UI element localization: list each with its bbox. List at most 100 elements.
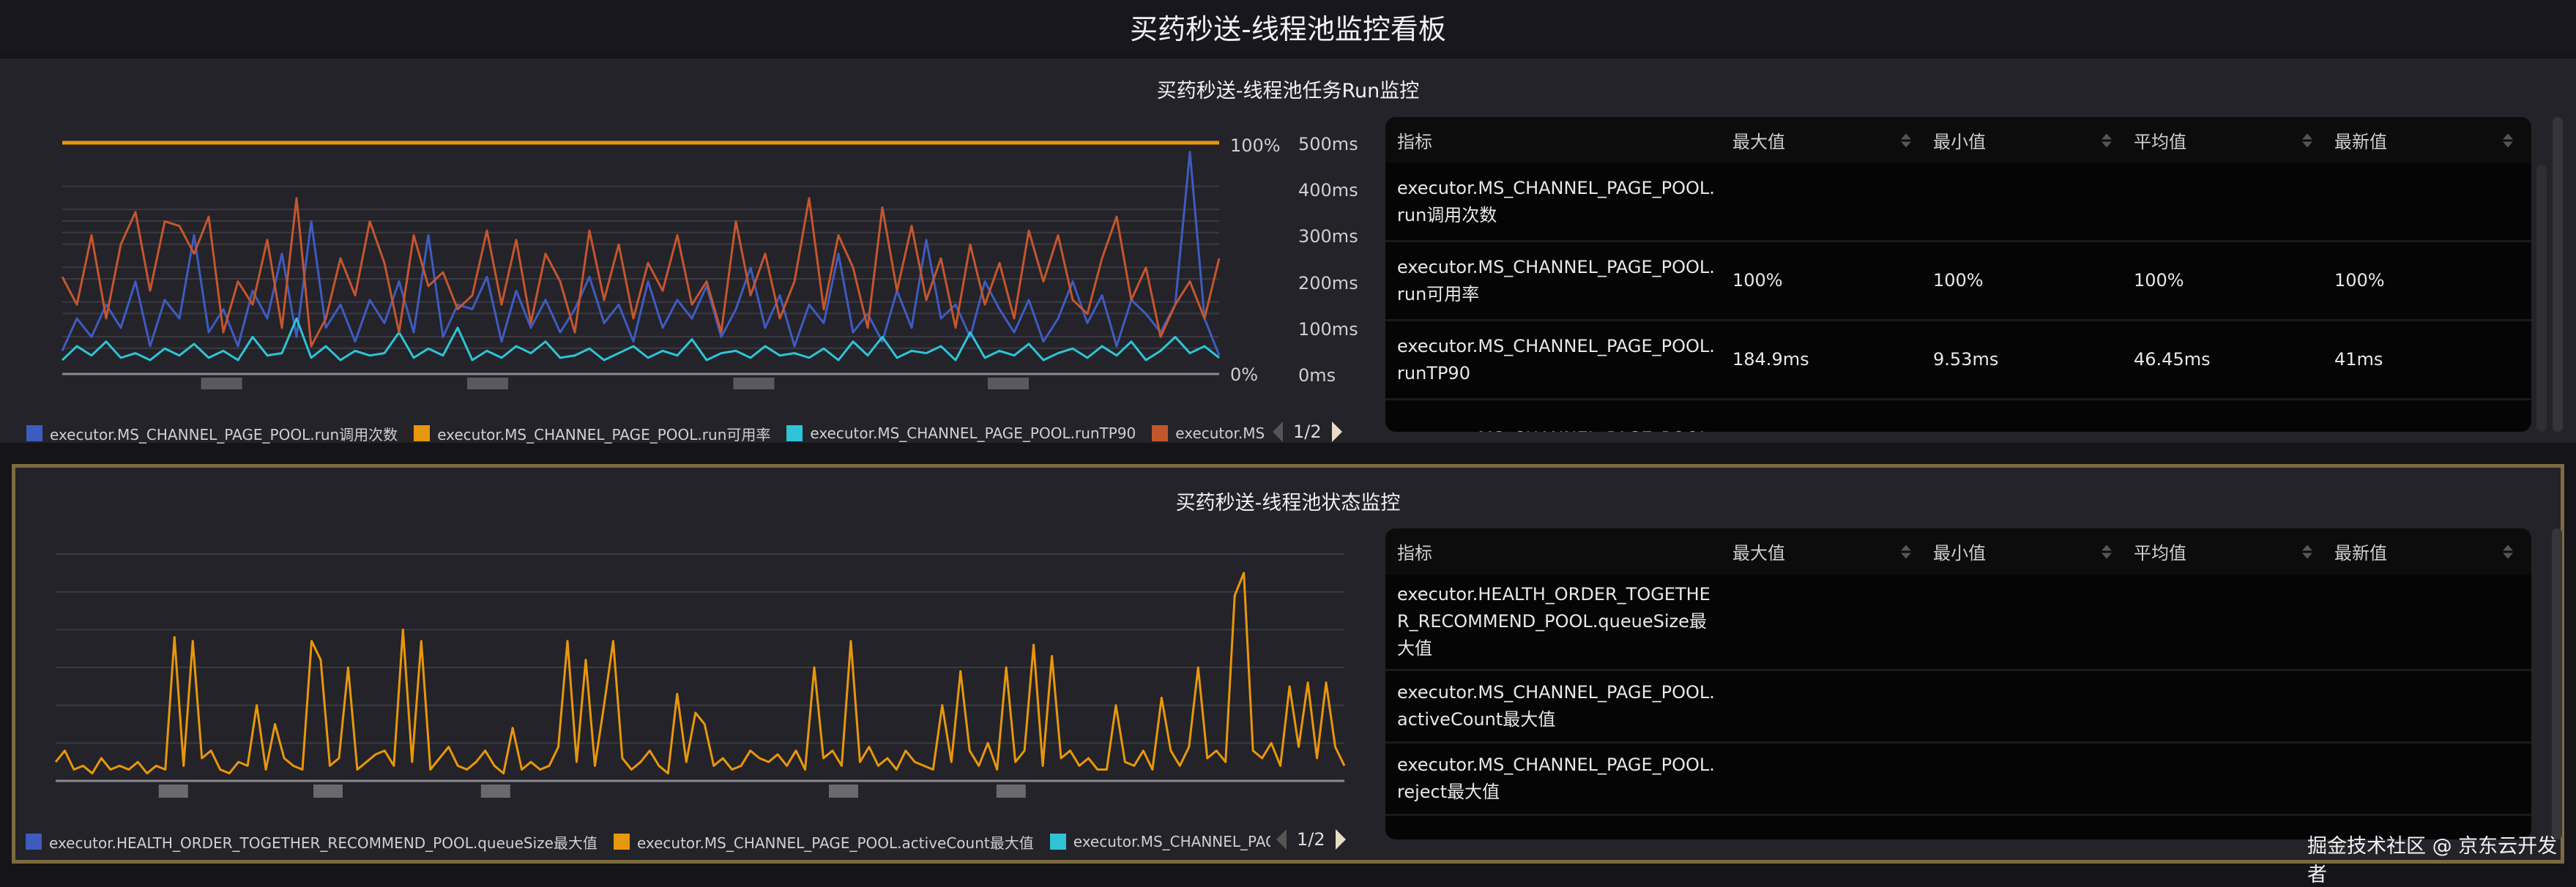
- cell-metric: executor.MS_CHANNEL_PAGE_POOL: [1385, 425, 1721, 432]
- legend-label: executor.MS_CHANNEL_PAGE_POOL.run调用次数: [50, 425, 398, 443]
- cell-value: 184.9ms: [1732, 349, 1809, 370]
- table-row: executor.MS_CHANNEL_PAGE_POOL.reject最大值: [1385, 744, 2531, 816]
- sort-icon[interactable]: [1901, 133, 1911, 147]
- header-bar: 买药秒送-线程池监控看板: [0, 0, 2576, 53]
- legend-item[interactable]: executor.MS_CHANNEL_PAG: [1049, 833, 1270, 850]
- panel-title: 买药秒送-线程池任务Run监控: [1156, 80, 1420, 102]
- column-header-label: 最小值: [1933, 132, 1986, 152]
- prev-page-icon[interactable]: [1276, 829, 1287, 850]
- column-header[interactable]: 最新值: [2323, 539, 2523, 564]
- legend-label: executor.MS_: [1175, 424, 1264, 442]
- x-tick-label-redacted: [733, 378, 775, 389]
- series-line-0: [54, 572, 1346, 775]
- state-metrics-table: 指标 最大值 最小值 平均值 最新值 executor.HEALTH_ORDER_TOGE…: [1385, 528, 2531, 839]
- legend-label: executor.HEALTH_ORDER_TOGETHER_RECOMMEND…: [49, 834, 598, 852]
- legend-item[interactable]: executor.MS_: [1152, 424, 1264, 442]
- column-header[interactable]: 最小值: [1921, 127, 2122, 153]
- axis-tick: 100%: [1230, 135, 1281, 156]
- column-header[interactable]: 最大值: [1721, 127, 1921, 153]
- cell-value: 41ms: [2334, 349, 2383, 370]
- watermark: 掘金技术社区 @ 京东云开发者: [2307, 835, 2558, 886]
- table-row: executor.MS_CHANNEL_PAGE_POOL.run可用率 100%…: [1385, 242, 2531, 321]
- legend-swatch: [1049, 834, 1066, 850]
- table-header: 指标 最大值 最小值 平均值 最新值: [1385, 528, 2531, 575]
- column-header-label: 最新值: [2334, 543, 2387, 564]
- column-header-label: 平均值: [2134, 543, 2186, 564]
- column-header: 指标: [1385, 127, 1721, 153]
- page-indicator: 1/2: [1293, 422, 1322, 442]
- legend-swatch: [414, 425, 431, 441]
- run-monitor-panel: 买药秒送-线程池任务Run监控 100% 0% executor.MS_CHAN…: [0, 59, 2576, 443]
- cell-metric: executor.HEALTH_ORDER_TOGETHER_RECOMMEND…: [1397, 584, 1710, 659]
- x-tick-label-redacted: [467, 378, 508, 389]
- column-header-label: 指标: [1397, 132, 1432, 152]
- cell-value: 9.53ms: [1933, 349, 1999, 370]
- cell-value: 100%: [1732, 270, 1783, 291]
- cell-metric: executor.MS_CHANNEL_PAGE_POOL.runTP90: [1397, 335, 1715, 383]
- legend-item[interactable]: executor.MS_CHANNEL_PAGE_POOL.activeCoun…: [613, 831, 1034, 853]
- page-title: 买药秒送-线程池监控看板: [1130, 12, 1446, 45]
- x-tick-label-redacted: [480, 785, 510, 798]
- sort-icon[interactable]: [2503, 544, 2513, 558]
- table-row: executor.HEALTH_ORDER_TOGETHER_RECOMMEND…: [1385, 575, 2531, 671]
- state-chart: [54, 553, 1346, 798]
- sort-icon[interactable]: [2302, 544, 2312, 558]
- sort-icon[interactable]: [2503, 133, 2513, 147]
- series-line-0: [61, 151, 1221, 356]
- panel-scrollbar[interactable]: [2553, 117, 2563, 432]
- column-header: 指标: [1385, 539, 1721, 564]
- state-monitor-panel: 买药秒送-线程池状态监控 executor.HEALTH_ORDER_TOGET…: [12, 464, 2564, 886]
- axis-tick: 500ms: [1298, 134, 1358, 154]
- column-header[interactable]: 最大值: [1721, 539, 1921, 564]
- column-header[interactable]: 最新值: [2323, 127, 2523, 153]
- x-tick-label-redacted: [996, 785, 1026, 798]
- table-row: executor.MS_CHANNEL_PAGE_POOL.activeCoun…: [1385, 671, 2531, 744]
- run-metrics-table: 指标 最大值 最小值 平均值 最新值 executor.MS_CHANNEL_PAGE_P…: [1385, 117, 2531, 432]
- legend-swatch: [786, 425, 803, 441]
- x-tick-label-redacted: [988, 378, 1029, 389]
- column-header[interactable]: 平均值: [2122, 539, 2323, 564]
- cell-metric: executor.MS_CHANNEL_PAGE_POOL.run可用率: [1397, 256, 1715, 304]
- page-indicator: 1/2: [1297, 829, 1325, 850]
- x-tick-label-redacted: [313, 785, 343, 798]
- panel-scrollbar[interactable]: [2552, 528, 2562, 839]
- column-header[interactable]: 最小值: [1921, 539, 2122, 564]
- column-header-label: 平均值: [2134, 132, 2186, 152]
- axis-tick: 0ms: [1298, 365, 1336, 386]
- x-tick-label-redacted: [158, 785, 188, 798]
- sort-icon[interactable]: [1901, 544, 1911, 558]
- next-page-icon[interactable]: [1335, 829, 1346, 850]
- legend-item[interactable]: executor.HEALTH_ORDER_TOGETHER_RECOMMEND…: [26, 831, 598, 853]
- legend-swatch: [26, 834, 42, 850]
- legend-label: executor.MS_CHANNEL_PAG: [1073, 833, 1270, 850]
- cell-metric: executor.MS_CHANNEL_PAGE_POOL.reject最大值: [1397, 755, 1715, 802]
- legend-item[interactable]: executor.MS_CHANNEL_PAGE_POOL.run调用次数: [26, 423, 398, 444]
- table-row: executor.MS_CHANNEL_PAGE_POOL.runTP90 184…: [1385, 321, 2531, 400]
- table-scrollbar[interactable]: [2536, 165, 2547, 432]
- table-row: executor.MS_CHANNEL_PAGE_POOL: [1385, 400, 2531, 432]
- table-header: 指标 最大值 最小值 平均值 最新值: [1385, 117, 2531, 163]
- legend-label: executor.MS_CHANNEL_PAGE_POOL.run可用率: [437, 425, 771, 443]
- series-line-2: [61, 317, 1220, 362]
- axis-tick: 400ms: [1298, 180, 1358, 201]
- column-header-label: 最大值: [1732, 132, 1785, 152]
- legend-item[interactable]: executor.MS_CHANNEL_PAGE_POOL.runTP90: [786, 424, 1136, 442]
- sort-icon[interactable]: [2102, 544, 2112, 558]
- column-header[interactable]: 平均值: [2122, 127, 2323, 153]
- legend-label: executor.MS_CHANNEL_PAGE_POOL.runTP90: [810, 424, 1136, 442]
- sort-icon[interactable]: [2102, 133, 2112, 147]
- legend-item[interactable]: executor.MS_CHANNEL_PAGE_POOL.run可用率: [414, 423, 770, 444]
- cell-value: 100%: [2134, 270, 2184, 291]
- prev-page-icon[interactable]: [1273, 422, 1283, 442]
- cell-value: 100%: [2334, 270, 2385, 291]
- x-tick-label-redacted: [829, 785, 858, 798]
- column-header-label: 最小值: [1933, 543, 1986, 564]
- next-page-icon[interactable]: [1331, 422, 1342, 442]
- chart-legend: executor.HEALTH_ORDER_TOGETHER_RECOMMEND…: [26, 831, 1270, 853]
- cell-metric: executor.MS_CHANNEL_PAGE_POOL.activeCoun…: [1397, 682, 1715, 730]
- series-line-3: [61, 197, 1221, 348]
- axis-tick: 300ms: [1298, 226, 1358, 247]
- sort-icon[interactable]: [2302, 133, 2312, 147]
- column-header-label: 最大值: [1732, 543, 1785, 564]
- legend-swatch: [613, 834, 630, 850]
